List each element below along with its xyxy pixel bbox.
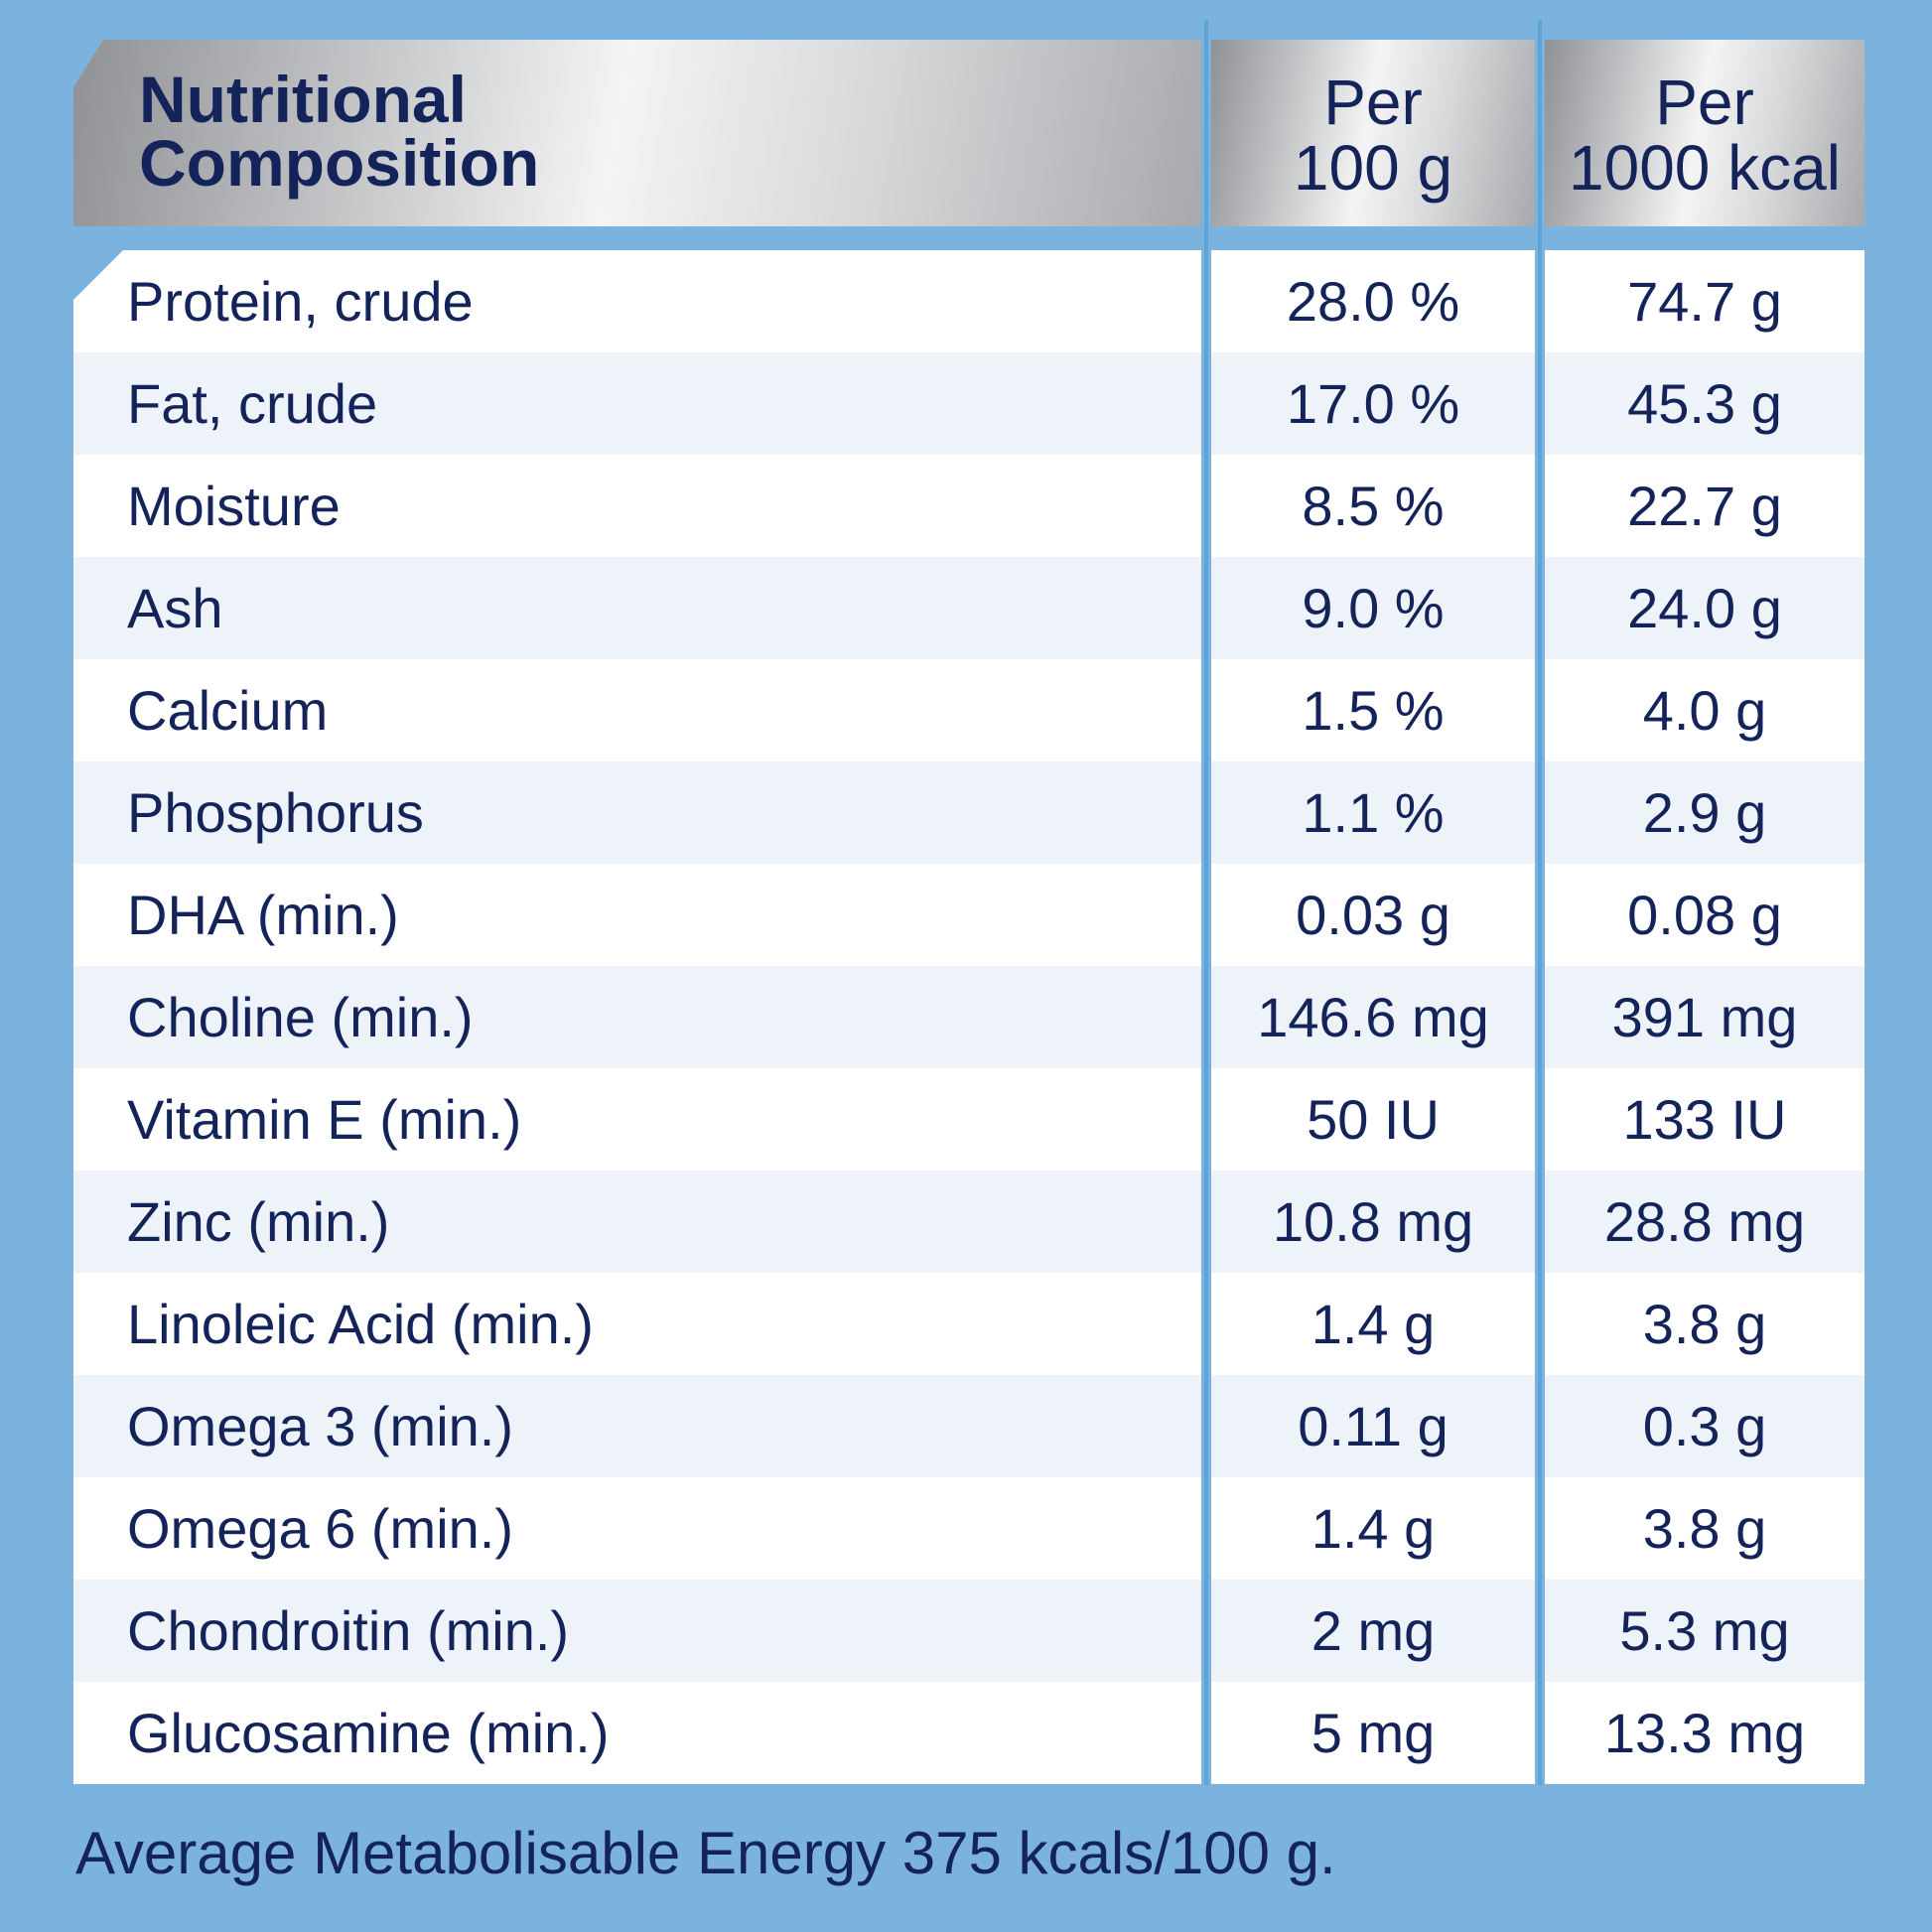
nutrient-name: Ash [73, 557, 1201, 659]
nutrition-table-body: Protein, crude 28.0 % 74.7 g Fat, crude 17.0… [73, 250, 1864, 1785]
table-row: Phosphorus 1.1 % 2.9 g [73, 761, 1864, 864]
nutrient-name: Vitamin E (min.) [73, 1068, 1201, 1171]
column-header-per-1000kcal-line1: Per [1655, 67, 1754, 138]
nutrient-name: DHA (min.) [73, 864, 1201, 966]
value-per-1000kcal: 0.08 g [1545, 864, 1864, 966]
nutrition-table-frame: Nutritional Composition Per 100 g Per 10… [73, 20, 1864, 1785]
table-row: Calcium 1.5 % 4.0 g [73, 659, 1864, 761]
header-cell-per-100g [1211, 40, 1535, 226]
table-row: Chondroitin (min.) 2 mg 5.3 mg [73, 1580, 1864, 1682]
nutrient-name: Omega 6 (min.) [73, 1477, 1201, 1580]
nutrient-name: Moisture [73, 455, 1201, 557]
nutrient-name: Fat, crude [73, 352, 1201, 455]
column-header-per-100g-line2: 100 g [1293, 132, 1453, 204]
table-row: DHA (min.) 0.03 g 0.08 g [73, 864, 1864, 966]
column-header-per-1000kcal: Per 1000 kcal [1545, 69, 1864, 201]
nutrient-name: Omega 3 (min.) [73, 1375, 1201, 1477]
nutrient-name: Calcium [73, 659, 1201, 761]
table-row: Glucosamine (min.) 5 mg 13.3 mg [73, 1682, 1864, 1784]
value-per-100g: 1.4 g [1211, 1273, 1535, 1375]
table-row: Omega 3 (min.) 0.11 g 0.3 g [73, 1375, 1864, 1477]
table-header: Nutritional Composition Per 100 g Per 10… [73, 40, 1864, 226]
value-per-100g: 0.03 g [1211, 864, 1535, 966]
table-row: Moisture 8.5 % 22.7 g [73, 455, 1864, 557]
header-cell-per-1000kcal [1545, 40, 1864, 226]
table-row: Fat, crude 17.0 % 45.3 g [73, 352, 1864, 455]
table-title: Nutritional Composition [139, 63, 540, 200]
table-row: Choline (min.) 146.6 mg 391 mg [73, 966, 1864, 1068]
value-per-1000kcal: 13.3 mg [1545, 1682, 1864, 1784]
energy-footnote: Average Metabolisable Energy 375 kcals/1… [75, 1820, 1336, 1886]
table-row: Omega 6 (min.) 1.4 g 3.8 g [73, 1477, 1864, 1580]
value-per-1000kcal: 5.3 mg [1545, 1580, 1864, 1682]
nutrient-name: Choline (min.) [73, 966, 1201, 1068]
value-per-100g: 0.11 g [1211, 1375, 1535, 1477]
value-per-100g: 8.5 % [1211, 455, 1535, 557]
value-per-1000kcal: 4.0 g [1545, 659, 1864, 761]
table-row: Vitamin E (min.) 50 IU 133 IU [73, 1068, 1864, 1171]
value-per-100g: 9.0 % [1211, 557, 1535, 659]
value-per-1000kcal: 45.3 g [1545, 352, 1864, 455]
header-cell-nutrient [73, 40, 1201, 226]
table-row: Protein, crude 28.0 % 74.7 g [73, 250, 1864, 352]
value-per-1000kcal: 3.8 g [1545, 1273, 1864, 1375]
value-per-100g: 2 mg [1211, 1580, 1535, 1682]
title-line-2: Composition [139, 126, 540, 200]
nutrient-name: Chondroitin (min.) [73, 1580, 1201, 1682]
nutrient-name: Zinc (min.) [73, 1171, 1201, 1273]
nutrient-name: Glucosamine (min.) [73, 1682, 1201, 1784]
value-per-1000kcal: 3.8 g [1545, 1477, 1864, 1580]
nutrient-name: Protein, crude [73, 250, 1201, 352]
value-per-1000kcal: 2.9 g [1545, 761, 1864, 864]
value-per-1000kcal: 22.7 g [1545, 455, 1864, 557]
value-per-1000kcal: 28.8 mg [1545, 1171, 1864, 1273]
value-per-1000kcal: 0.3 g [1545, 1375, 1864, 1477]
value-per-100g: 5 mg [1211, 1682, 1535, 1784]
value-per-100g: 10.8 mg [1211, 1171, 1535, 1273]
value-per-100g: 146.6 mg [1211, 966, 1535, 1068]
table-row: Zinc (min.) 10.8 mg 28.8 mg [73, 1171, 1864, 1273]
value-per-1000kcal: 24.0 g [1545, 557, 1864, 659]
nutrient-name: Phosphorus [73, 761, 1201, 864]
title-line-1: Nutritional [139, 63, 467, 136]
column-divider-2 [1538, 20, 1542, 1785]
value-per-100g: 1.1 % [1211, 761, 1535, 864]
value-per-1000kcal: 74.7 g [1545, 250, 1864, 352]
column-header-per-1000kcal-line2: 1000 kcal [1569, 132, 1841, 204]
nutrient-name: Linoleic Acid (min.) [73, 1273, 1201, 1375]
value-per-100g: 50 IU [1211, 1068, 1535, 1171]
table-row: Ash 9.0 % 24.0 g [73, 557, 1864, 659]
value-per-100g: 28.0 % [1211, 250, 1535, 352]
value-per-100g: 1.5 % [1211, 659, 1535, 761]
value-per-100g: 17.0 % [1211, 352, 1535, 455]
column-header-per-100g: Per 100 g [1211, 69, 1535, 201]
value-per-1000kcal: 391 mg [1545, 966, 1864, 1068]
column-header-per-100g-line1: Per [1323, 67, 1423, 138]
value-per-1000kcal: 133 IU [1545, 1068, 1864, 1171]
column-divider-1 [1204, 20, 1208, 1785]
table-row: Linoleic Acid (min.) 1.4 g 3.8 g [73, 1273, 1864, 1375]
value-per-100g: 1.4 g [1211, 1477, 1535, 1580]
